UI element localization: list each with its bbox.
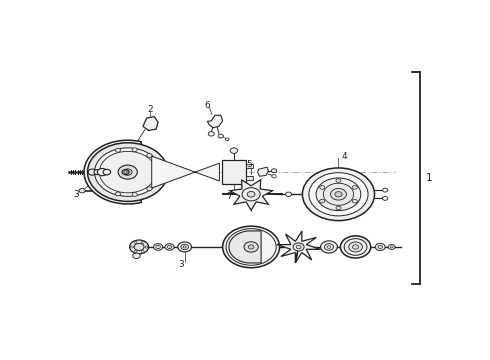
Circle shape [134, 241, 137, 243]
Circle shape [118, 165, 137, 179]
Circle shape [388, 244, 395, 249]
Circle shape [155, 176, 161, 180]
Text: 7: 7 [226, 192, 232, 201]
Polygon shape [277, 231, 320, 263]
Circle shape [352, 199, 357, 203]
Circle shape [79, 188, 85, 193]
Circle shape [167, 245, 172, 249]
Circle shape [129, 240, 148, 254]
Polygon shape [221, 160, 246, 184]
Polygon shape [84, 140, 152, 204]
Circle shape [103, 169, 111, 175]
Circle shape [132, 148, 137, 152]
Circle shape [122, 170, 129, 175]
Circle shape [344, 239, 367, 255]
Circle shape [134, 251, 137, 253]
Circle shape [336, 206, 341, 210]
Circle shape [327, 246, 331, 248]
Circle shape [272, 175, 276, 178]
Circle shape [134, 243, 144, 251]
Circle shape [88, 143, 168, 202]
Circle shape [156, 245, 160, 249]
Circle shape [155, 164, 161, 168]
Circle shape [390, 246, 393, 248]
Circle shape [383, 188, 388, 192]
Circle shape [141, 251, 144, 253]
Circle shape [208, 132, 214, 136]
Circle shape [248, 245, 254, 249]
Circle shape [316, 178, 361, 211]
Text: 4: 4 [342, 152, 347, 161]
Circle shape [230, 148, 238, 153]
Circle shape [271, 169, 277, 173]
Polygon shape [246, 164, 253, 168]
Circle shape [130, 246, 133, 248]
Circle shape [225, 138, 229, 141]
Circle shape [349, 242, 363, 252]
Circle shape [302, 168, 374, 221]
Text: 3: 3 [74, 190, 79, 199]
Polygon shape [152, 156, 220, 188]
Circle shape [181, 244, 189, 250]
Circle shape [352, 186, 357, 189]
Circle shape [165, 244, 174, 250]
Circle shape [247, 192, 255, 197]
Text: 3: 3 [178, 261, 184, 269]
Circle shape [95, 148, 161, 196]
Circle shape [145, 246, 148, 248]
Circle shape [383, 197, 388, 201]
Circle shape [147, 187, 152, 190]
Circle shape [123, 169, 132, 175]
Text: 6: 6 [205, 101, 210, 110]
Circle shape [323, 183, 354, 205]
Polygon shape [230, 180, 272, 210]
Polygon shape [143, 117, 158, 131]
Circle shape [335, 192, 342, 197]
Circle shape [320, 241, 337, 253]
Circle shape [319, 186, 325, 189]
Circle shape [183, 246, 186, 248]
Circle shape [286, 192, 292, 197]
Circle shape [336, 179, 341, 183]
Circle shape [218, 134, 223, 138]
Circle shape [244, 242, 258, 252]
Polygon shape [229, 231, 261, 263]
Circle shape [88, 169, 97, 175]
Circle shape [124, 171, 127, 174]
Circle shape [94, 170, 101, 175]
Circle shape [319, 199, 325, 203]
Text: 2: 2 [147, 105, 153, 114]
Circle shape [115, 192, 121, 196]
Circle shape [133, 253, 140, 258]
Polygon shape [258, 167, 269, 176]
Circle shape [293, 243, 304, 251]
Text: 1: 1 [426, 173, 433, 183]
Circle shape [141, 241, 144, 243]
Polygon shape [207, 115, 222, 128]
Circle shape [378, 245, 383, 249]
Circle shape [352, 245, 359, 249]
Circle shape [99, 151, 156, 193]
Polygon shape [246, 176, 253, 180]
Circle shape [226, 229, 276, 265]
Text: 5: 5 [246, 160, 252, 169]
Circle shape [222, 226, 280, 268]
Circle shape [98, 168, 107, 176]
Circle shape [242, 188, 260, 201]
Circle shape [147, 154, 152, 157]
Circle shape [309, 173, 368, 216]
Circle shape [341, 236, 371, 258]
Circle shape [324, 244, 334, 250]
Circle shape [331, 189, 346, 200]
Circle shape [132, 193, 137, 197]
Circle shape [115, 148, 121, 152]
Circle shape [178, 242, 192, 252]
Circle shape [296, 245, 301, 249]
Circle shape [375, 243, 385, 251]
Circle shape [153, 244, 163, 250]
